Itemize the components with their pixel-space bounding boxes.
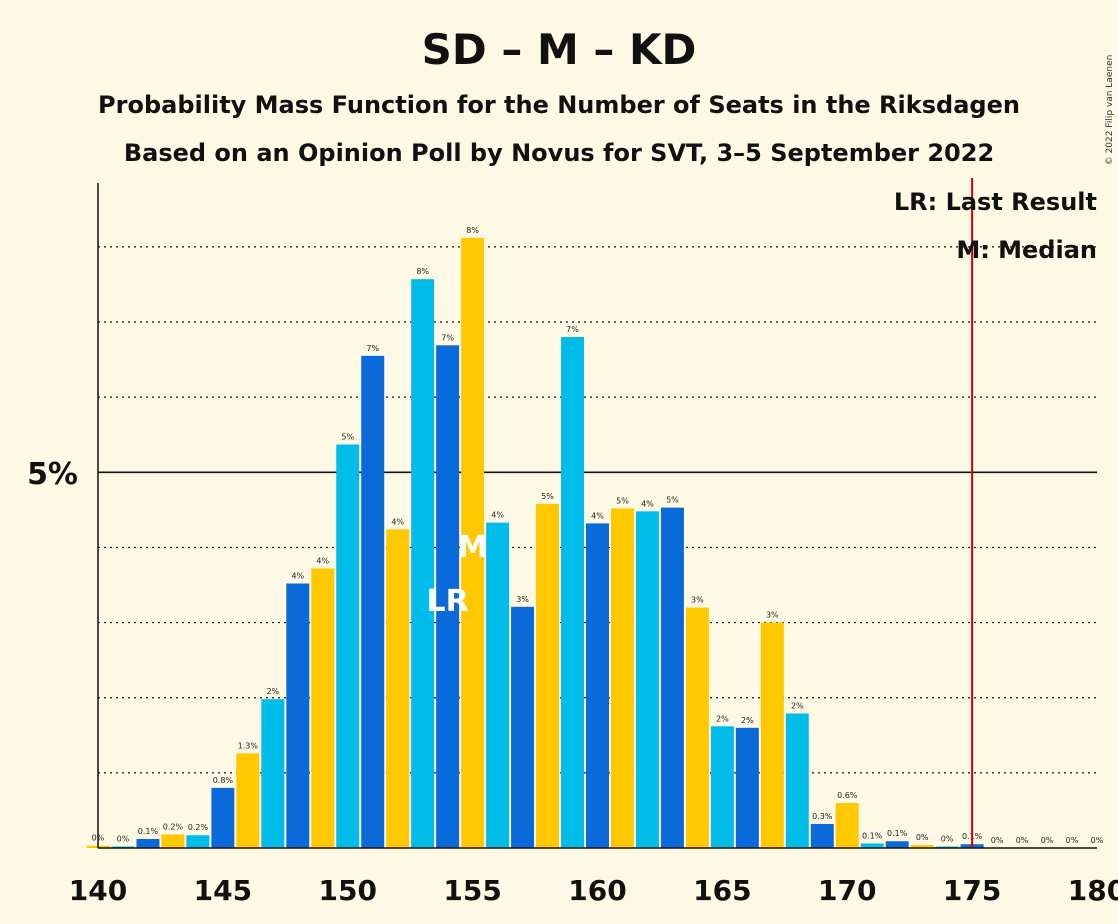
bar-seat-147 [261,699,285,848]
bar-label-seat-176: 0% [991,836,1004,845]
bar-label-seat-143: 0.2% [163,822,184,831]
bar-seat-172 [885,841,909,848]
x-tick-175: 175 [943,874,1001,907]
bar-label-seat-178: 0% [1041,836,1054,845]
bar-label-seat-150: 5% [341,432,354,441]
bar-seat-157 [511,606,535,848]
bar-label-seat-173: 0% [916,833,929,842]
bar-label-seat-166: 2% [741,716,754,725]
x-tick-165: 165 [693,874,751,907]
bar-label-seat-168: 2% [791,701,804,710]
bar-seat-143 [161,834,185,848]
bar-seat-145 [211,787,235,848]
median-marker: M [458,530,488,565]
bars [86,237,984,849]
bar-label-seat-142: 0.1% [138,827,159,836]
bar-seat-141 [111,846,135,848]
bar-seat-166 [735,727,759,848]
bar-label-seat-151: 7% [366,344,379,353]
bar-label-seat-167: 3% [766,611,779,620]
bar-label-seat-172: 0.1% [887,829,908,838]
x-tick-160: 160 [568,874,626,907]
bar-seat-153 [411,279,435,848]
bar-label-seat-141: 0% [117,834,130,843]
bar-label-seat-149: 4% [316,556,329,565]
x-tick-140: 140 [69,874,127,907]
bar-seat-164 [685,607,709,848]
bar-seat-167 [760,622,784,848]
bar-seat-160 [586,523,609,848]
bar-label-seat-145: 0.8% [213,776,234,785]
bar-label-seat-158: 5% [541,492,554,501]
chart-subtitle-2: Based on an Opinion Poll by Novus for SV… [124,139,994,167]
legend: LR: Last Result M: Median [894,188,1097,264]
bar-label-seat-179: 0% [1066,836,1079,845]
bar-seat-158 [536,503,560,848]
bar-label-seat-177: 0% [1016,836,1029,845]
copyright-note: © 2022 Filip van Laenen [1105,55,1115,166]
bar-label-seat-152: 4% [391,517,404,526]
bar-seat-144 [186,835,210,848]
bar-seat-155 [461,237,485,849]
legend-last-result: LR: Last Result [894,188,1097,216]
bar-label-seat-148: 4% [291,572,304,581]
x-axis-ticks: 140 145 150 155 160 165 170 175 180 [69,874,1118,907]
bar-seat-168 [785,713,809,848]
bar-seat-171 [860,843,884,848]
bar-label-seat-147: 2% [266,687,279,696]
bar-labels: 0% 0% 0.1% 0.2% 0.2% 0.8% 1.3% 2% 4% 4% 5% 7% 4% 8% 7%… [92,226,1104,845]
bar-label-seat-160: 4% [591,511,604,520]
bar-seat-159 [561,337,585,848]
bar-seat-150 [336,444,360,848]
bar-label-seat-165: 2% [716,714,729,723]
bar-label-seat-163: 5% [666,496,679,505]
bar-seat-163 [660,507,684,848]
bar-label-seat-162: 4% [641,499,654,508]
bar-label-seat-170: 0.6% [837,791,858,800]
bar-label-seat-180: 0% [1091,836,1104,845]
bar-label-seat-169: 0.3% [812,812,833,821]
bar-seat-152 [386,529,410,848]
x-tick-180: 180 [1068,874,1118,907]
bar-seat-149 [311,568,335,848]
bar-seat-173 [910,844,934,848]
bar-seat-148 [286,583,310,848]
bar-label-seat-161: 5% [616,496,629,505]
bar-seat-165 [710,726,734,848]
x-tick-145: 145 [194,874,252,907]
bar-seat-142 [136,838,160,848]
bar-label-seat-159: 7% [566,325,579,334]
bar-label-seat-157: 3% [516,595,529,604]
bar-seat-170 [835,802,859,848]
bar-label-seat-144: 0.2% [188,823,209,832]
markers: LR M [427,530,488,619]
last-result-marker: LR [427,584,469,619]
legend-median: M: Median [956,236,1097,264]
bar-seat-156 [486,522,510,848]
y-axis-ticks: 5% [27,457,78,492]
bar-label-seat-171: 0.1% [862,831,883,840]
bar-label-seat-146: 1.3% [238,741,259,750]
y-tick-5: 5% [27,457,78,492]
bar-label-seat-154: 7% [441,333,454,342]
x-tick-170: 170 [818,874,876,907]
axes [97,178,1097,849]
bar-seat-161 [610,508,634,848]
bar-seat-169 [810,823,834,848]
bar-label-seat-153: 8% [416,267,429,276]
x-tick-150: 150 [319,874,377,907]
chart-title: SD – M – KD [422,25,697,74]
bar-label-seat-174: 0% [941,834,954,843]
bar-label-seat-164: 3% [691,596,704,605]
bar-seat-151 [361,355,385,848]
bar-label-seat-155: 8% [466,226,479,235]
bar-seat-174 [935,846,959,848]
bar-seat-154 [436,345,460,848]
bar-seat-146 [236,753,260,848]
bar-label-seat-156: 4% [491,511,504,520]
bar-seat-162 [635,511,659,848]
chart-subtitle-1: Probability Mass Function for the Number… [98,91,1020,119]
x-tick-155: 155 [443,874,501,907]
